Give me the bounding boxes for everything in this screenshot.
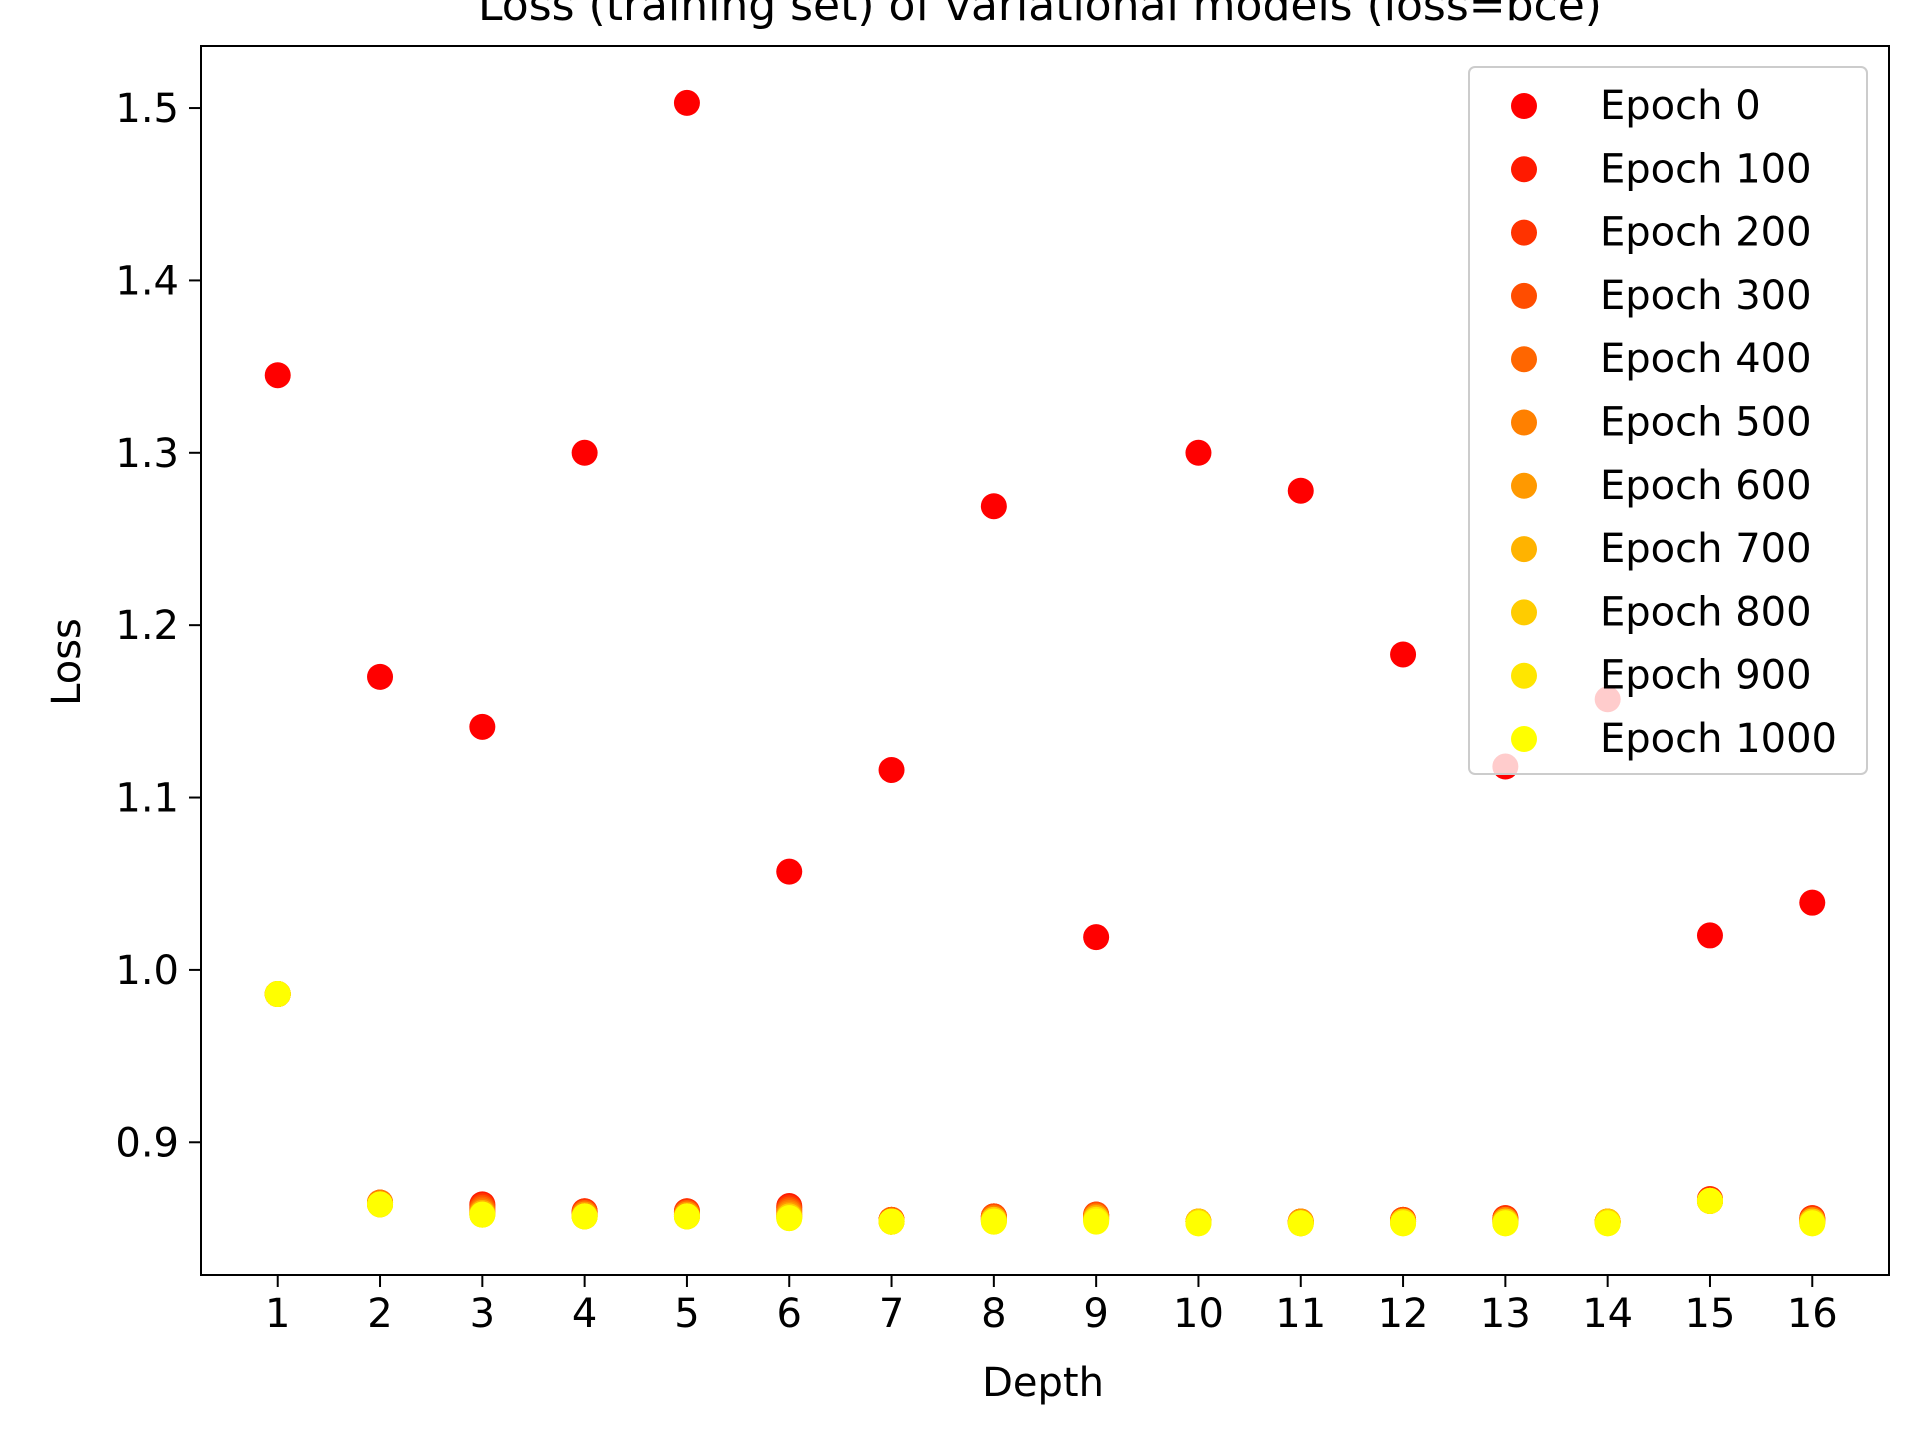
legend-marker [1511,599,1537,626]
x-tick-label: 14 [1582,1291,1633,1337]
data-point [1390,641,1417,668]
data-point [878,756,905,783]
y-tick-label: 1.1 [115,776,179,822]
legend-label: Epoch 200 [1600,210,1812,256]
legend-marker [1511,472,1537,499]
data-point [1390,1210,1417,1237]
y-tick-label: 1.5 [115,86,179,132]
data-point [1799,889,1826,916]
data-point [673,89,700,116]
y-tick-label: 1.2 [115,603,179,649]
x-tick-label: 8 [981,1291,1006,1337]
chart-title: Loss (training set) of variational model… [478,0,1602,31]
data-point [1696,922,1723,949]
data-point [469,1201,496,1228]
legend-label: Epoch 800 [1600,589,1812,635]
data-point [469,713,496,740]
x-tick-label: 7 [879,1291,904,1337]
legend-label: Epoch 500 [1600,400,1812,446]
data-point [980,1208,1007,1235]
x-tick-label: 16 [1787,1291,1838,1337]
data-point [776,858,803,885]
x-tick-label: 13 [1480,1291,1531,1337]
data-point [1185,439,1212,466]
x-tick-label: 10 [1173,1291,1224,1337]
data-point [776,1205,803,1232]
data-point [367,1191,394,1218]
x-tick-label: 5 [674,1291,699,1337]
y-axis-label: Loss [44,618,90,706]
y-axis: 0.9 1.0 1.1 1.2 1.3 1.4 1.5 [115,86,201,1166]
data-point [571,1203,598,1230]
y-tick-label: 1.4 [115,258,179,304]
data-point [264,362,291,389]
legend-marker [1511,662,1537,689]
legend-label: Epoch 900 [1600,653,1812,699]
data-point [1799,1210,1826,1237]
x-tick-label: 9 [1083,1291,1108,1337]
y-tick-label: 0.9 [115,1120,179,1166]
x-axis: 1 2 3 4 5 6 7 8 9 10 11 12 13 14 15 16 [265,1275,1838,1337]
legend-label: Epoch 700 [1600,526,1812,572]
legend-marker [1511,93,1537,119]
data-point [264,981,291,1008]
data-point [1083,1208,1110,1235]
x-tick-label: 6 [777,1291,802,1337]
x-tick-label: 2 [367,1291,392,1337]
legend-marker [1511,282,1537,309]
x-tick-label: 3 [470,1291,495,1337]
legend-label: Epoch 400 [1600,336,1812,382]
legend-marker [1511,409,1537,436]
legend-frame [1468,66,1868,775]
legend-label: Epoch 0 [1600,83,1761,129]
x-tick-label: 4 [572,1291,597,1337]
data-point [1287,1210,1314,1237]
series-epoch-1000 [264,981,1826,1237]
data-point [1185,1210,1212,1237]
data-point [367,663,394,690]
y-tick-label: 1.3 [115,431,179,477]
x-tick-label: 11 [1275,1291,1326,1337]
legend-marker [1511,346,1537,373]
legend-marker [1511,156,1537,183]
y-tick-label: 1.0 [115,948,179,994]
legend-label: Epoch 1000 [1600,716,1837,762]
legend-marker [1511,536,1537,563]
data-point [980,493,1007,520]
legend-label: Epoch 100 [1600,146,1812,192]
data-point [1594,1210,1621,1237]
x-tick-label: 15 [1685,1291,1736,1337]
data-point [878,1208,905,1235]
x-axis-label: Depth [982,1360,1104,1406]
data-point [1083,924,1110,951]
x-tick-label: 1 [265,1291,290,1337]
data-point [1287,477,1314,504]
legend: Epoch 0 Epoch 100 Epoch 200 Epoch 300 Epoch … [1468,66,1868,775]
legend-marker [1511,726,1537,752]
data-point [571,439,598,466]
data-point [673,1203,700,1230]
legend-label: Epoch 300 [1600,273,1812,319]
data-point [1696,1187,1723,1214]
legend-marker [1511,219,1537,246]
x-tick-label: 12 [1378,1291,1429,1337]
legend-label: Epoch 600 [1600,463,1812,509]
data-point [1492,1210,1519,1237]
plot-area-frame [200,45,1890,1276]
